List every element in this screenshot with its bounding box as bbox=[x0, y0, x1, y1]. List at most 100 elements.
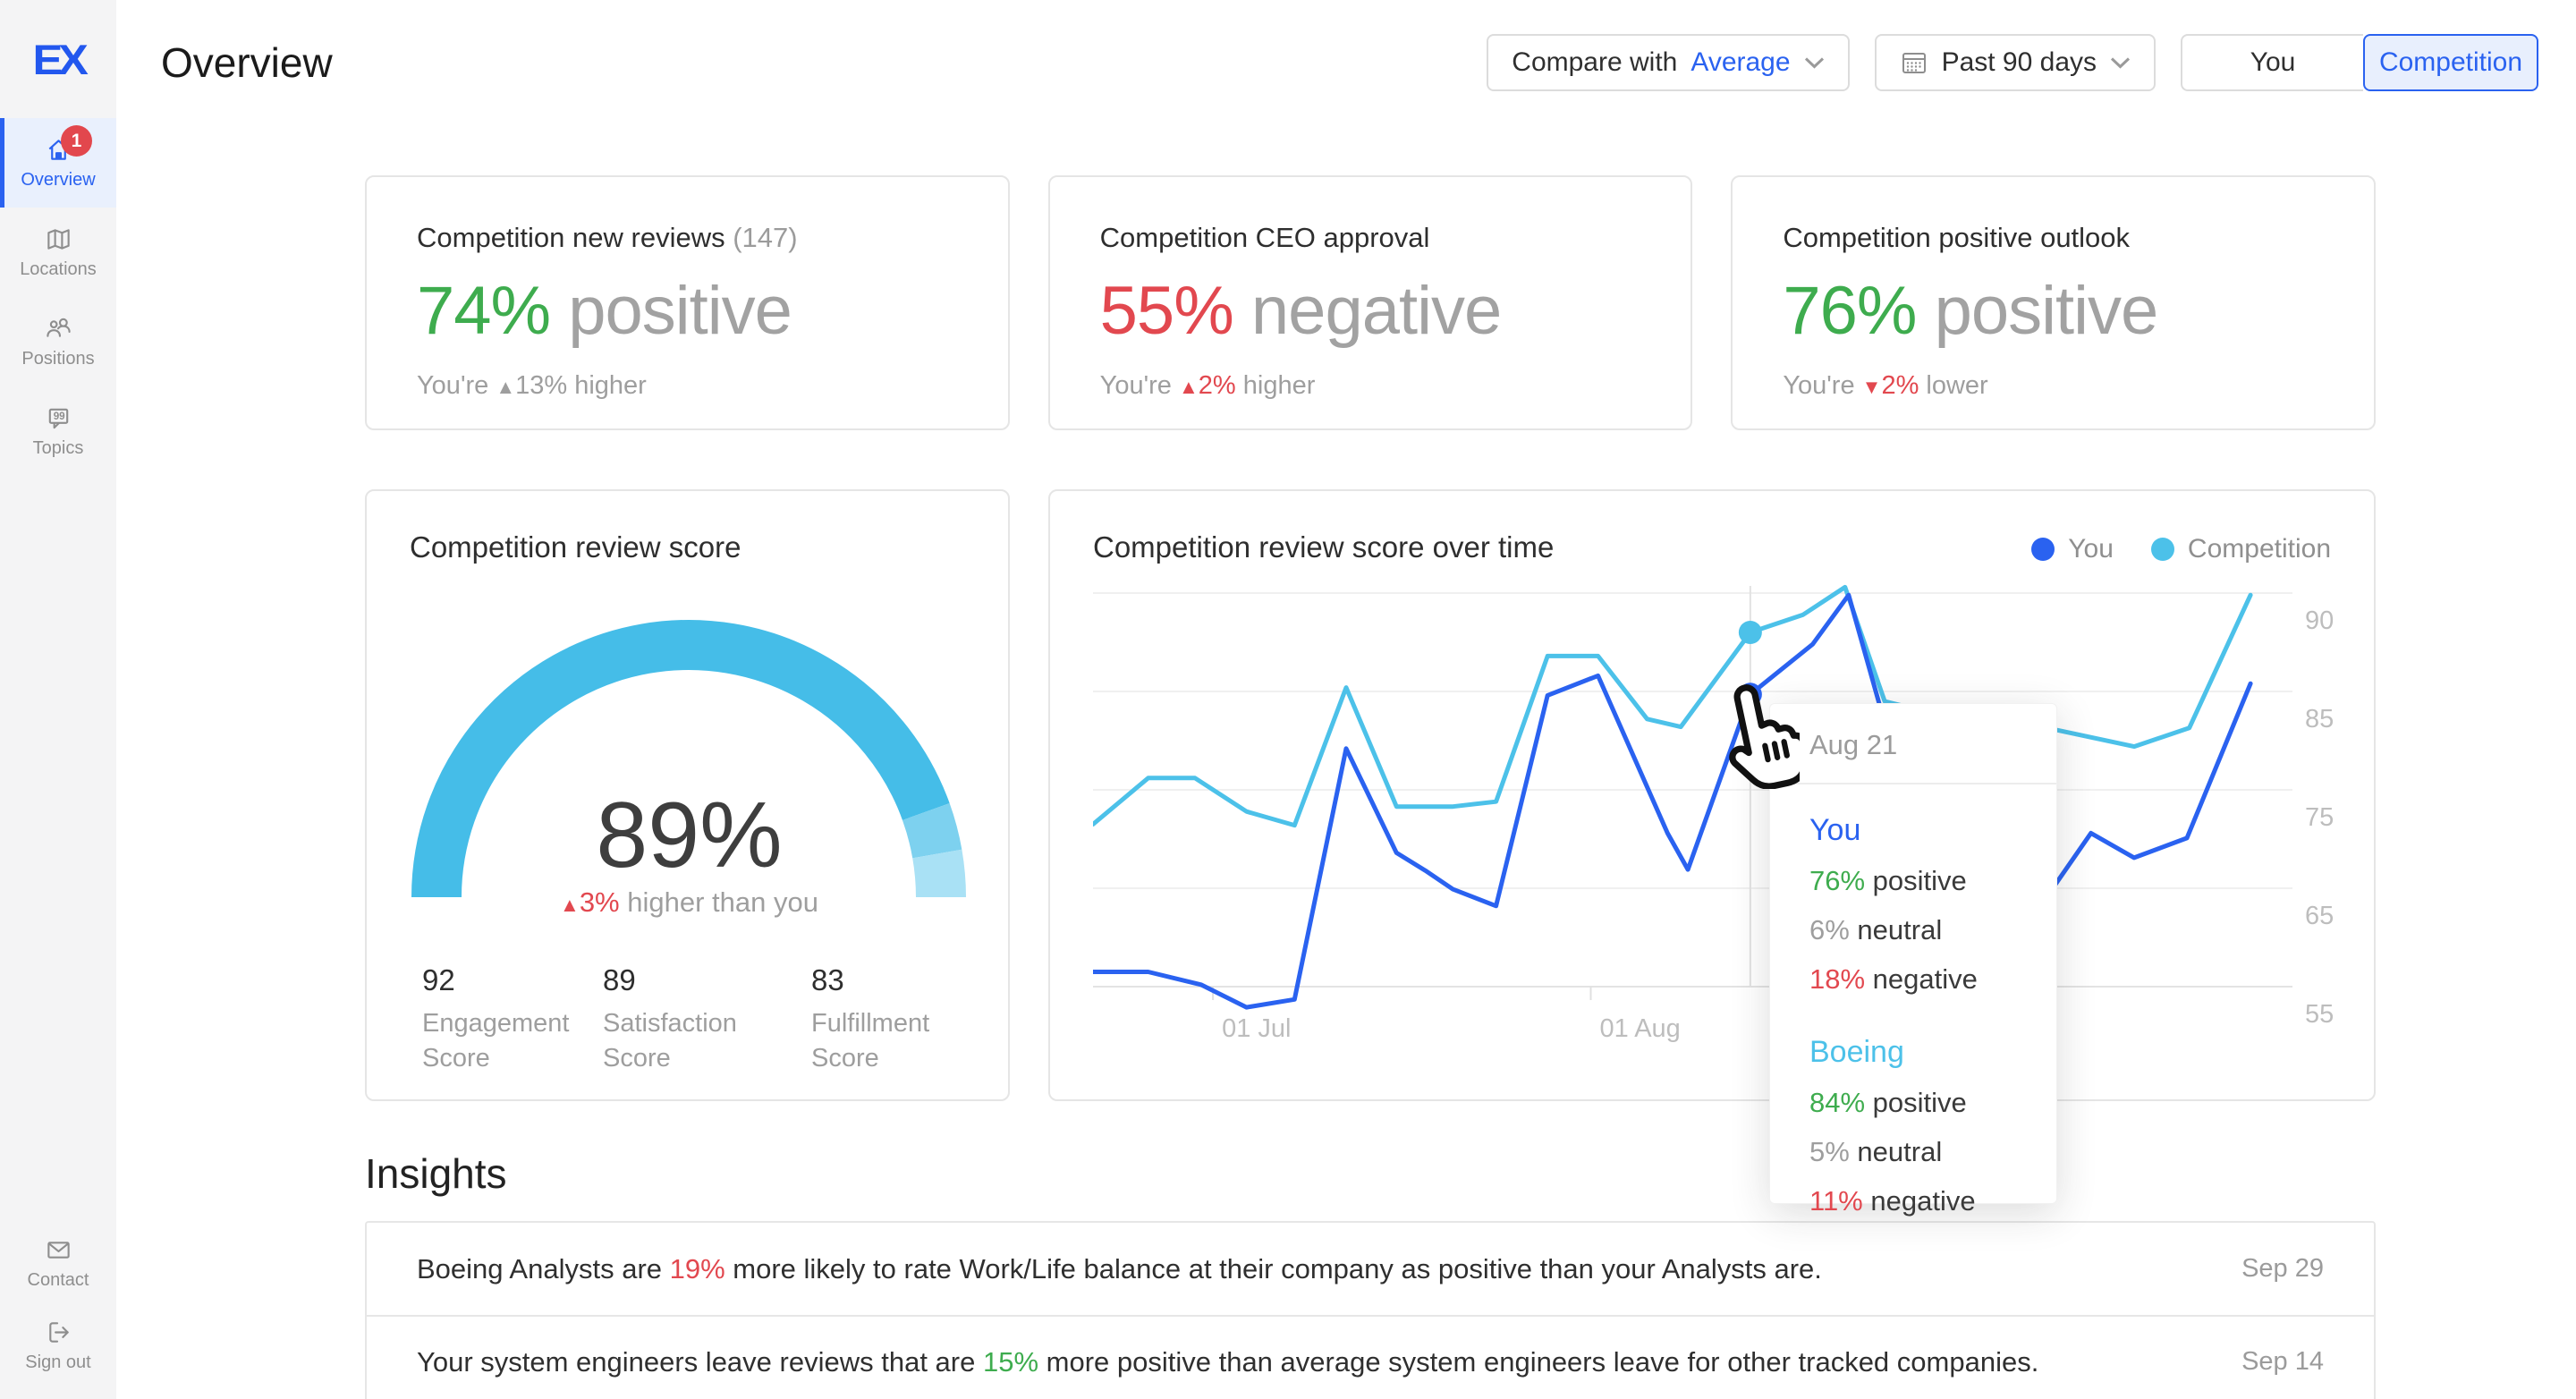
brand-logo: EX bbox=[32, 35, 89, 83]
svg-text:99: 99 bbox=[53, 410, 64, 421]
insight-row[interactable]: Boeing Analysts are 19% more likely to r… bbox=[367, 1223, 2374, 1315]
chevron-down-icon bbox=[1804, 57, 1824, 69]
content: Competition new reviews (147) 74% positiv… bbox=[116, 125, 2576, 1399]
sidebar-nav: 1 Overview Locations Positions 99 Topics bbox=[0, 118, 116, 476]
you-competition-toggle: You Competition bbox=[2181, 34, 2538, 91]
stat-card-2: Competition CEO approval 55% negative You'… bbox=[1047, 175, 1693, 430]
insight-row[interactable]: Your system engineers leave reviews that… bbox=[367, 1315, 2374, 1399]
sidebar-item-topics[interactable]: 99 Topics bbox=[0, 386, 116, 476]
score-item: 83 Fulfillment Score bbox=[811, 963, 929, 1076]
chat-icon: 99 bbox=[45, 404, 72, 432]
chart-title: Competition review score over time bbox=[1093, 530, 1555, 564]
tooltip-body: You 76% positive 6% neutral 18% negative Boe… bbox=[1770, 784, 2056, 1217]
chart-tooltip: Aug 21 You 76% positive 6% neutral 18% nega… bbox=[1769, 703, 2057, 1217]
sidebar-item-label: Overview bbox=[21, 169, 96, 190]
tooltip-stat-row: 11% negative bbox=[1809, 1185, 1976, 1217]
score-label: Fulfillment Score bbox=[811, 1009, 930, 1073]
stat-cards-row: Competition new reviews (147) 74% positiv… bbox=[365, 175, 2376, 430]
y-axis-label: 65 bbox=[2305, 902, 2334, 930]
sidebar-item-signout[interactable]: Sign out bbox=[0, 1304, 116, 1386]
insight-text: Boeing Analysts are 19% more likely to r… bbox=[417, 1252, 1822, 1285]
stat-card-title: Competition CEO approval bbox=[1099, 222, 1430, 253]
score-item: 92 Engagement Score bbox=[422, 963, 603, 1076]
legend-label: You bbox=[2068, 534, 2114, 564]
series-line-you bbox=[1093, 592, 2253, 1010]
hand-pointer-cursor bbox=[1729, 684, 1800, 789]
calendar-icon bbox=[1902, 53, 1926, 73]
page-title: Overview bbox=[161, 39, 333, 86]
stat-card-value: 76% positive bbox=[1783, 273, 2158, 349]
date-range-dropdown[interactable]: Past 90 days bbox=[1874, 34, 2156, 91]
score-value: 92 bbox=[422, 963, 455, 996]
toggle-you-button[interactable]: You bbox=[2181, 34, 2363, 91]
stat-card-delta: You're ▲2% higher bbox=[1099, 371, 1316, 400]
review-score-value: 89% bbox=[596, 784, 783, 887]
y-axis-label: 75 bbox=[2305, 803, 2334, 832]
stat-card-value: 74% positive bbox=[417, 273, 792, 349]
y-axis-label: 55 bbox=[2305, 1000, 2334, 1029]
score-breakdown: 92 Engagement Score 89 Satisfaction Score 83… bbox=[422, 963, 929, 1076]
tooltip-stat-row: 76% positive bbox=[1809, 865, 1967, 896]
date-range-value: Past 90 days bbox=[1941, 47, 2097, 77]
down-triangle-icon: ▼ bbox=[1861, 376, 1882, 398]
x-axis-label: 01 Jul bbox=[1222, 1014, 1291, 1043]
sidebar-item-label: Sign out bbox=[25, 1352, 91, 1372]
line-chart[interactable]: 90 85 75 65 55 01 Jul 01 Aug bbox=[1093, 573, 2336, 1056]
up-triangle-icon: ▲ bbox=[496, 376, 516, 398]
sidebar-item-label: Positions bbox=[21, 348, 95, 369]
sidebar-item-positions[interactable]: Positions bbox=[0, 297, 116, 386]
charts-row: Competition review score 89% ▲3% higher … bbox=[365, 489, 2376, 1101]
sidebar-footer: Contact Sign out bbox=[0, 1222, 116, 1399]
sidebar-item-overview[interactable]: 1 Overview bbox=[0, 118, 116, 208]
chevron-down-icon bbox=[2110, 57, 2131, 69]
review-score-card: Competition review score 89% ▲3% higher … bbox=[365, 489, 1010, 1101]
sidebar-item-label: Locations bbox=[20, 259, 97, 279]
review-score-gauge bbox=[411, 620, 966, 898]
page-header: Overview Compare with Average Past 90 da… bbox=[116, 0, 2576, 125]
insights-title: Insights bbox=[365, 1150, 507, 1197]
legend-dot-icon bbox=[2150, 538, 2174, 561]
tooltip-series-name: You bbox=[1809, 813, 1861, 847]
y-axis-label: 90 bbox=[2305, 606, 2334, 635]
mail-icon bbox=[45, 1236, 72, 1264]
tooltip-date: Aug 21 bbox=[1770, 729, 2056, 784]
compare-with-label: Compare with bbox=[1512, 47, 1678, 77]
up-triangle-icon: ▲ bbox=[560, 894, 580, 916]
chart-legend: You Competition bbox=[2031, 534, 2331, 564]
header-controls: Compare with Average Past 90 days You Co… bbox=[1487, 34, 2538, 91]
stat-card-delta: You're ▲13% higher bbox=[417, 371, 647, 400]
legend-label: Competition bbox=[2187, 534, 2331, 564]
sidebar-item-contact[interactable]: Contact bbox=[0, 1222, 116, 1304]
signout-icon bbox=[45, 1318, 72, 1346]
insight-text: Your system engineers leave reviews that… bbox=[417, 1345, 2039, 1378]
legend-item-competition[interactable]: Competition bbox=[2150, 534, 2331, 564]
score-value: 83 bbox=[811, 963, 844, 996]
score-value: 89 bbox=[603, 963, 636, 996]
sidebar-item-label: Topics bbox=[32, 437, 84, 458]
score-label: Satisfaction Score bbox=[603, 1009, 737, 1073]
compare-with-dropdown[interactable]: Compare with Average bbox=[1487, 34, 1850, 91]
review-score-delta-suffix: higher than you bbox=[619, 886, 818, 918]
tooltip-stat-row: 18% negative bbox=[1809, 963, 1978, 995]
legend-dot-icon bbox=[2031, 538, 2055, 561]
x-axis-label: 01 Aug bbox=[1600, 1014, 1681, 1043]
score-label: Engagement Score bbox=[422, 1009, 570, 1073]
sidebar-spacer bbox=[0, 476, 116, 1222]
tooltip-stat-row: 6% neutral bbox=[1809, 914, 1943, 945]
main-area: Overview Compare with Average Past 90 da… bbox=[116, 0, 2576, 1399]
review-score-delta-pct: 3% bbox=[579, 886, 620, 918]
sidebar-item-locations[interactable]: Locations bbox=[0, 208, 116, 297]
hover-marker-competition bbox=[1738, 621, 1762, 644]
people-icon bbox=[45, 315, 72, 343]
review-score-delta: ▲3% higher than you bbox=[410, 886, 969, 919]
sidebar: EX 1 Overview Locations Positions 99 Topics C… bbox=[0, 0, 116, 1399]
toggle-competition-button[interactable]: Competition bbox=[2363, 34, 2538, 91]
stat-card-value: 55% negative bbox=[1099, 273, 1503, 349]
stat-card-title: Competition new reviews (147) bbox=[417, 222, 798, 253]
legend-item-you[interactable]: You bbox=[2031, 534, 2114, 564]
map-icon bbox=[45, 225, 72, 253]
insights-list: Boeing Analysts are 19% more likely to r… bbox=[365, 1221, 2376, 1399]
y-axis-label: 85 bbox=[2305, 705, 2334, 733]
stat-card-count: (147) bbox=[733, 222, 798, 253]
up-triangle-icon: ▲ bbox=[1178, 376, 1199, 398]
